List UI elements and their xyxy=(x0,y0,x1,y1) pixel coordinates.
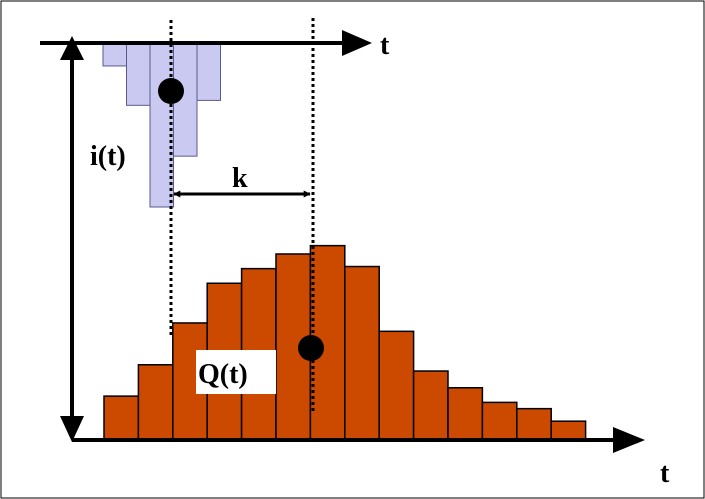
outflow-centroid-marker xyxy=(298,335,324,361)
outflow-bar xyxy=(550,420,587,441)
outflow-axis-label: t xyxy=(660,458,670,489)
vertical-arrowhead-top xyxy=(60,36,84,60)
outflow-bar xyxy=(103,395,140,441)
outflow-bar xyxy=(481,401,518,441)
outflow-label: Q(t) xyxy=(198,359,248,390)
inflow-axis-label: t xyxy=(380,30,390,61)
outflow-bar xyxy=(447,387,484,441)
outflow-label-background xyxy=(196,350,276,394)
outflow-bar xyxy=(137,364,174,441)
inflow-bar xyxy=(126,42,151,106)
outflow-time-axis-arrowhead xyxy=(613,427,645,453)
outflow-bar xyxy=(516,407,552,441)
lag-label: k xyxy=(232,163,248,194)
inflow-time-axis-arrowhead xyxy=(342,30,372,56)
inflow-bar xyxy=(102,42,127,67)
inflow-centroid-marker xyxy=(158,78,184,104)
outflow-bar xyxy=(344,265,380,441)
vertical-arrowhead-bottom xyxy=(60,416,84,442)
inflow-bar xyxy=(196,42,221,101)
inflow-label: i(t) xyxy=(90,141,126,172)
outflow-bar xyxy=(378,330,415,441)
outflow-bar xyxy=(412,370,449,441)
